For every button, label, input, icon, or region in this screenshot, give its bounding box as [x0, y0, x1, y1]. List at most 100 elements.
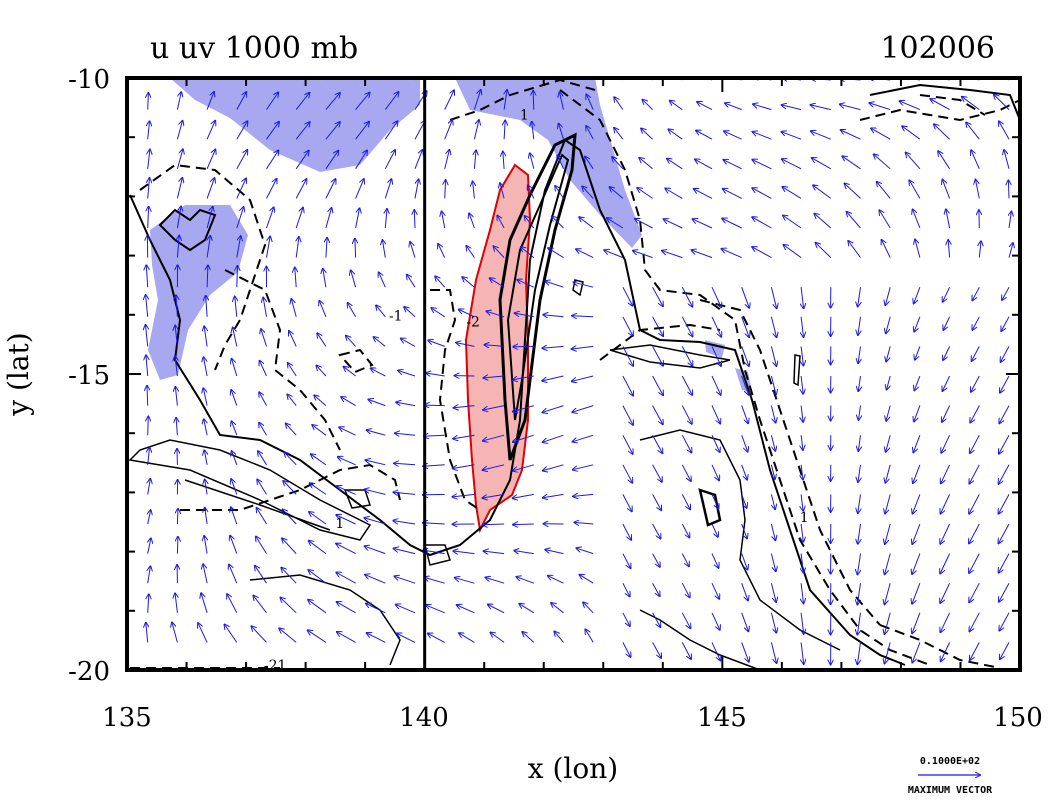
wind-vector [146, 623, 148, 643]
wind-vector [914, 316, 921, 332]
wind-vector [1000, 642, 1010, 659]
wind-vector [543, 315, 564, 317]
wind-vector [288, 363, 297, 377]
wind-vector [622, 464, 632, 483]
wind-vector [486, 578, 505, 584]
wind-vector [637, 188, 653, 199]
wind-vector [801, 553, 803, 573]
wind-vector [858, 464, 861, 482]
x-tick-label: 150 [993, 703, 1043, 733]
wind-vector [885, 612, 891, 634]
wind-vector [940, 582, 951, 603]
wind-vector [407, 275, 416, 288]
wind-vector [258, 451, 267, 466]
wind-vector [474, 151, 476, 169]
wind-vector [900, 101, 921, 111]
wind-vector [424, 577, 445, 584]
wind-vector [414, 210, 415, 229]
y-tick-label: -10 [68, 65, 110, 95]
wind-vector [695, 159, 713, 170]
wind-vector [711, 642, 720, 660]
wind-vector [148, 479, 151, 495]
x-tick-label: 145 [697, 703, 747, 733]
wind-vector [355, 208, 360, 229]
wind-vector [586, 95, 594, 110]
wind-vector [681, 494, 690, 509]
wind-vector [681, 523, 689, 538]
wind-vector [970, 434, 980, 453]
wind-vector [614, 128, 624, 140]
wind-vector [782, 105, 802, 111]
wind-vector [858, 553, 861, 575]
wind-vector [840, 104, 861, 111]
wind-vector [148, 417, 149, 436]
wind-vector [572, 375, 594, 381]
wind-vector [711, 464, 719, 481]
wind-vector [176, 178, 182, 199]
wind-vector [692, 250, 713, 259]
wind-vector [801, 464, 803, 480]
wind-vector [337, 602, 356, 614]
wind-vector [770, 287, 776, 308]
wind-vector [205, 480, 207, 495]
wind-vector [857, 612, 860, 635]
wind-vector [118, 447, 122, 465]
wind-vector [533, 91, 534, 110]
wind-vector [522, 632, 535, 643]
wind-vector [942, 180, 951, 199]
wind-vector [886, 405, 891, 421]
wind-vector [396, 605, 416, 614]
wind-vector [971, 375, 980, 392]
wind-vector [614, 97, 624, 110]
wind-vector [116, 95, 118, 110]
wind-vector [115, 237, 118, 258]
wind-vector [384, 179, 391, 199]
wind-vector [941, 434, 951, 453]
wind-vector [741, 375, 749, 395]
wind-vector [885, 494, 891, 513]
wind-vector [885, 464, 891, 483]
wind-vector [426, 605, 445, 614]
wind-vector [175, 326, 177, 347]
wind-vector [554, 632, 564, 643]
wind-vector [118, 568, 123, 583]
wind-vector [325, 179, 336, 199]
wind-vector [266, 207, 274, 229]
wind-vector [770, 642, 776, 663]
wind-vector [966, 123, 980, 140]
wind-vector [801, 346, 803, 365]
wind-vector [484, 551, 505, 554]
wind-vector [972, 316, 980, 330]
wind-vector [231, 479, 238, 495]
wind-vector [652, 316, 664, 336]
wind-vector [976, 180, 980, 199]
x-axis-label: x (lon) [528, 752, 618, 785]
wind-vector [577, 548, 594, 555]
wind-vector [494, 246, 505, 258]
wind-vector [295, 93, 309, 110]
wind-vector [583, 602, 594, 614]
wind-vector [365, 575, 386, 584]
wind-vector [118, 540, 123, 553]
wind-vector [622, 523, 631, 540]
wind-vector [473, 182, 475, 199]
wind-vector [517, 577, 534, 584]
wind-vector [885, 553, 891, 575]
wind-vector [312, 425, 327, 436]
wind-vector [1000, 375, 1010, 393]
wind-vector [752, 217, 772, 229]
wind-vector [940, 612, 951, 632]
wind-vector [574, 282, 594, 288]
wind-vector [198, 623, 208, 643]
wind-vector [118, 510, 123, 525]
wind-vector [351, 270, 357, 288]
wind-vector [557, 155, 564, 170]
wind-vector [146, 355, 148, 377]
wind-vector [753, 132, 772, 140]
wind-vector [885, 523, 891, 544]
wind-vector [504, 90, 507, 110]
wind-vector [473, 90, 480, 110]
wind-vector [266, 237, 271, 258]
wind-vector [146, 295, 148, 317]
wind-vector [176, 92, 181, 110]
